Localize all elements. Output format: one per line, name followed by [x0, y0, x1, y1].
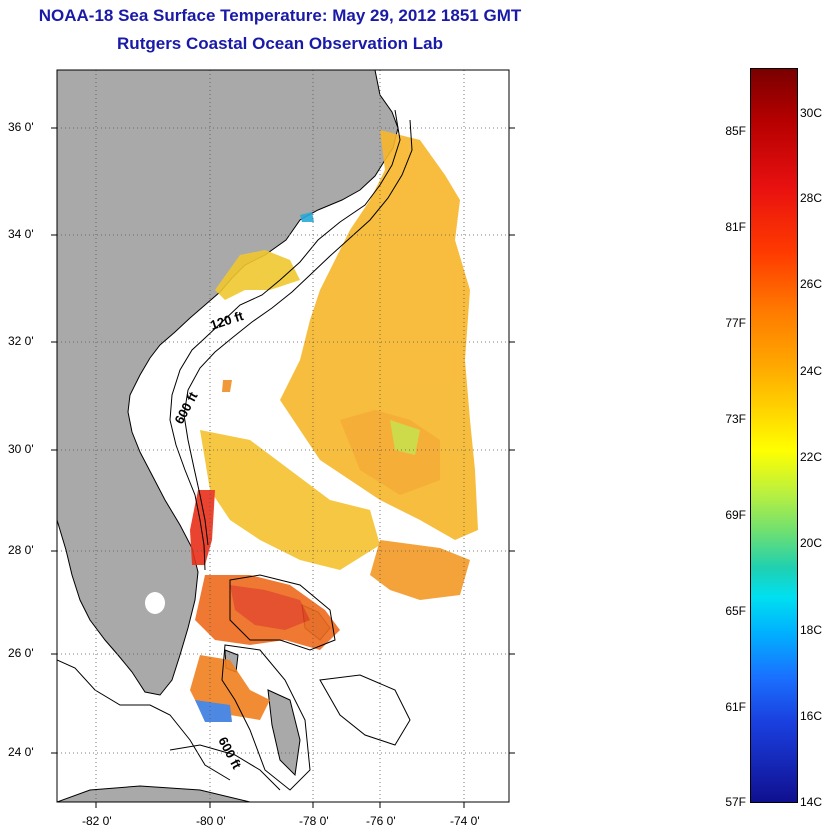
lat-label: 36 0'	[8, 120, 34, 134]
lat-label: 24 0'	[8, 745, 34, 759]
colorbar-label-f: 65F	[725, 604, 746, 618]
lon-label: -74 0'	[450, 814, 480, 828]
lat-label: 34 0'	[8, 227, 34, 241]
colorbar-label-f: 69F	[725, 508, 746, 522]
contour-600ft	[183, 119, 413, 546]
lon-label: -78 0'	[299, 814, 329, 828]
lat-label: 26 0'	[8, 646, 34, 660]
island	[267, 689, 301, 777]
contour-bahamas	[229, 574, 336, 651]
colorbar-label-c: 24C	[800, 364, 823, 378]
colorbar-label-c: 16C	[800, 709, 823, 723]
colorbar-label-c: 28C	[800, 191, 823, 205]
land-mass	[57, 70, 399, 696]
colorbar-label-c: 18C	[800, 623, 823, 637]
lat-label: 32 0'	[8, 334, 34, 348]
colorbar-label-f: 61F	[725, 700, 746, 714]
contour-bahamas	[319, 674, 411, 746]
colorbar-label-c: 30C	[800, 106, 823, 120]
sst-overlay	[190, 130, 478, 722]
colorbar-label-f: 57F	[725, 795, 746, 809]
contour-cuba	[169, 744, 281, 791]
map-subtitle: Rutgers Coastal Ocean Observation Lab	[117, 34, 443, 53]
lon-label: -76 0'	[366, 814, 396, 828]
contour-keys	[57, 659, 231, 781]
lake	[145, 592, 165, 614]
land-mass	[57, 785, 251, 802]
lon-label: -80 0'	[196, 814, 226, 828]
grid-lines	[57, 70, 509, 802]
map-title: NOAA-18 Sea Surface Temperature: May 29,…	[38, 6, 522, 25]
colorbar-label-c: 20C	[800, 536, 823, 550]
colorbar-label-f: 85F	[725, 124, 746, 138]
colorbar-label-c: 22C	[800, 450, 823, 464]
axis-ticks	[51, 127, 515, 808]
colorbar-label-c: 14C	[800, 795, 823, 809]
lon-label: -82 0'	[82, 814, 112, 828]
lat-label: 28 0'	[8, 543, 34, 557]
lat-label: 30 0'	[8, 442, 34, 456]
colorbar	[750, 68, 798, 803]
colorbar-label-f: 81F	[725, 220, 746, 234]
map-frame	[56, 69, 510, 803]
colorbar-label-c: 26C	[800, 277, 823, 291]
contour-bahamas	[221, 644, 311, 791]
contour-120ft	[169, 109, 401, 571]
colorbar-label-f: 77F	[725, 316, 746, 330]
colorbar-label-f: 73F	[725, 412, 746, 426]
